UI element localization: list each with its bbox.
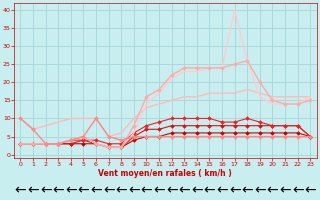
X-axis label: Vent moyen/en rafales ( km/h ): Vent moyen/en rafales ( km/h ) bbox=[99, 169, 232, 178]
